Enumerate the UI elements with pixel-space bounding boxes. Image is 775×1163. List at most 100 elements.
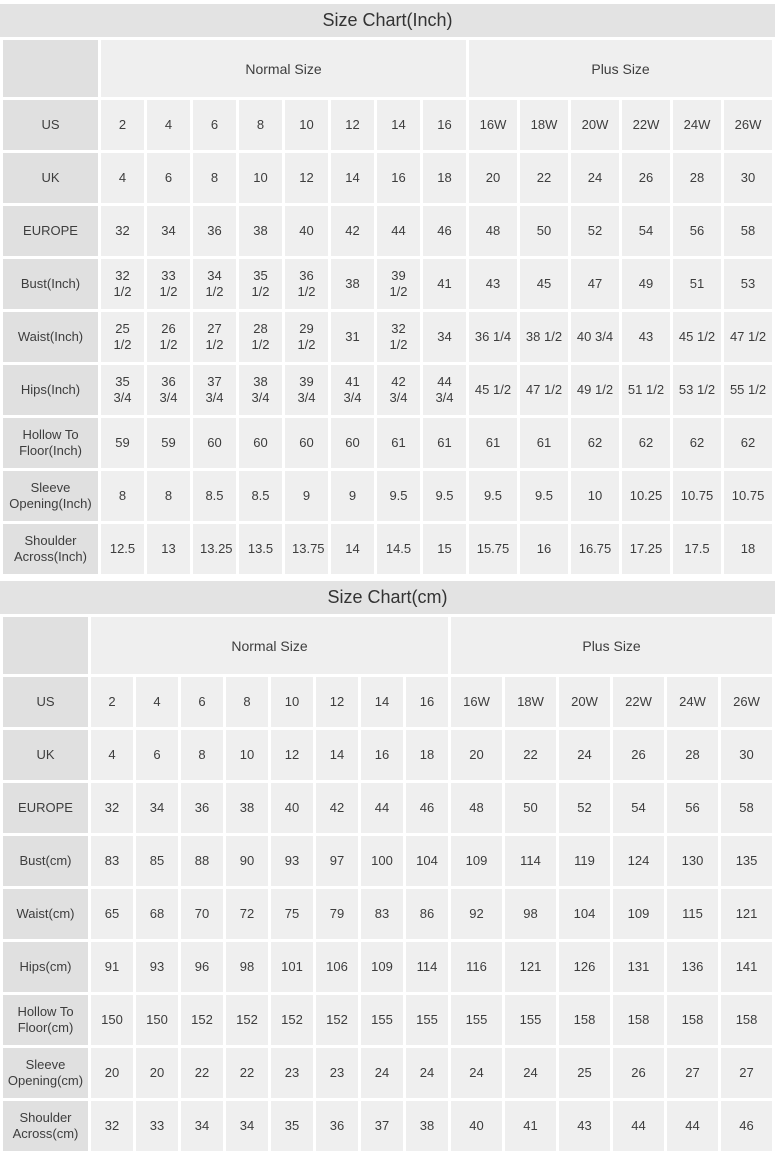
size-cell: 115 (667, 889, 718, 939)
size-cell: 14 (377, 100, 420, 150)
size-cell: 34 (226, 1101, 268, 1151)
size-cell: 12 (285, 153, 328, 203)
size-cell: 13.75 (285, 524, 328, 574)
size-cell: 33 1/2 (147, 259, 190, 309)
size-chart-inch-section: Size Chart(Inch) Normal Size Plus Size U… (0, 4, 775, 577)
size-cell: 109 (361, 942, 403, 992)
size-cell: 44 (377, 206, 420, 256)
size-cell: 22 (505, 730, 556, 780)
size-cell: 14 (361, 677, 403, 727)
corner-cell (3, 617, 88, 674)
size-cell: 32 1/2 (101, 259, 144, 309)
size-cell: 136 (667, 942, 718, 992)
size-cell: 152 (316, 995, 358, 1045)
size-cell: 23 (271, 1048, 313, 1098)
size-cell: 41 (505, 1101, 556, 1151)
size-cell: 152 (181, 995, 223, 1045)
size-cell: 34 1/2 (193, 259, 236, 309)
size-cell: 26 (613, 730, 664, 780)
row-label: Waist(cm) (3, 889, 88, 939)
size-cell: 10.25 (622, 471, 670, 521)
size-cell: 155 (406, 995, 448, 1045)
size-cell: 109 (613, 889, 664, 939)
size-cell: 59 (101, 418, 144, 468)
size-cell: 83 (91, 836, 133, 886)
size-cell: 70 (181, 889, 223, 939)
size-cell: 36 (193, 206, 236, 256)
size-cell: 27 1/2 (193, 312, 236, 362)
size-cell: 96 (181, 942, 223, 992)
group-header-row: Normal Size Plus Size (3, 40, 773, 97)
size-cell: 25 1/2 (101, 312, 144, 362)
size-cell: 126 (559, 942, 610, 992)
size-cell: 9.5 (469, 471, 517, 521)
size-cell: 32 (91, 783, 133, 833)
plus-size-header: Plus Size (469, 40, 773, 97)
row-label: Waist(Inch) (3, 312, 98, 362)
size-cell: 12 (271, 730, 313, 780)
size-cell: 20 (91, 1048, 133, 1098)
size-cell: 8.5 (239, 471, 282, 521)
table-row: UK 4 6 8 10 12 14 16 18 20 22 24 26 28 30 (3, 153, 773, 203)
size-cell: 56 (667, 783, 718, 833)
table-row: Sleeve Opening(Inch) 8 8 8.5 8.5 9 9 9.5 9.5 9.5 9… (3, 471, 773, 521)
size-cell: 30 (724, 153, 773, 203)
size-cell: 10 (285, 100, 328, 150)
row-label: Shoulder Across(cm) (3, 1101, 88, 1151)
size-cell: 155 (451, 995, 502, 1045)
size-cell: 61 (377, 418, 420, 468)
size-cell: 10 (239, 153, 282, 203)
size-table-cm: Normal Size Plus Size US 2 4 6 8 10 12 14 16 16W 1… (0, 614, 775, 1154)
size-cell: 8 (226, 677, 268, 727)
size-cell: 8 (239, 100, 282, 150)
size-cell: 61 (423, 418, 466, 468)
size-cell: 26 (613, 1048, 664, 1098)
size-cell: 10 (271, 677, 313, 727)
size-cell: 9.5 (423, 471, 466, 521)
row-label: Hips(Inch) (3, 365, 98, 415)
size-cell: 97 (316, 836, 358, 886)
size-cell: 14 (331, 524, 374, 574)
size-cell: 10.75 (673, 471, 721, 521)
size-cell: 18 (724, 524, 773, 574)
size-cell: 8 (147, 471, 190, 521)
size-cell: 28 (667, 730, 718, 780)
size-cell: 83 (361, 889, 403, 939)
size-cell: 155 (361, 995, 403, 1045)
size-cell: 47 1/2 (724, 312, 773, 362)
size-cell: 29 1/2 (285, 312, 328, 362)
size-cell: 2 (91, 677, 133, 727)
size-cell: 39 1/2 (377, 259, 420, 309)
size-cell: 45 (520, 259, 568, 309)
size-cell: 44 3/4 (423, 365, 466, 415)
size-cell: 52 (571, 206, 619, 256)
size-cell: 16W (469, 100, 517, 150)
size-cell: 119 (559, 836, 610, 886)
table-row: Bust(cm) 83 85 88 90 93 97 100 104 109 114 119 124 13… (3, 836, 773, 886)
size-cell: 13.25 (193, 524, 236, 574)
size-cell: 18W (505, 677, 556, 727)
size-cell: 54 (622, 206, 670, 256)
size-cell: 4 (136, 677, 178, 727)
size-cell: 49 1/2 (571, 365, 619, 415)
size-cell: 35 1/2 (239, 259, 282, 309)
size-cell: 16 (406, 677, 448, 727)
row-label: Sleeve Opening(cm) (3, 1048, 88, 1098)
table-row: Hips(Inch) 35 3/4 36 3/4 37 3/4 38 3/4 39 3/4… (3, 365, 773, 415)
size-cell: 16 (423, 100, 466, 150)
size-cell: 88 (181, 836, 223, 886)
size-cell: 24 (505, 1048, 556, 1098)
corner-cell (3, 40, 98, 97)
size-cell: 42 (331, 206, 374, 256)
size-cell: 152 (226, 995, 268, 1045)
size-cell: 46 (423, 206, 466, 256)
size-cell: 14 (331, 153, 374, 203)
table-row: EUROPE 32 34 36 38 40 42 44 46 48 50 52 54 56 58 (3, 206, 773, 256)
size-cell: 114 (406, 942, 448, 992)
size-cell: 20W (571, 100, 619, 150)
size-cell: 101 (271, 942, 313, 992)
size-cell: 13.5 (239, 524, 282, 574)
size-cell: 28 1/2 (239, 312, 282, 362)
size-cell: 38 1/2 (520, 312, 568, 362)
size-cell: 50 (520, 206, 568, 256)
